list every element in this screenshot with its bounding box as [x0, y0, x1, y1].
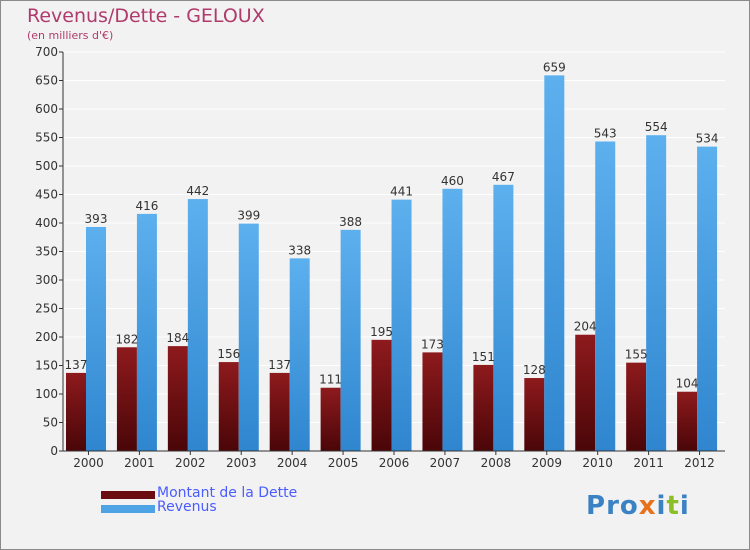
data-label-debt: 195	[370, 325, 393, 339]
data-label-debt: 182	[115, 332, 138, 346]
bar-debt	[218, 362, 239, 451]
data-label-revenue: 543	[594, 126, 617, 140]
x-tick-label: 2008	[481, 456, 512, 470]
y-tick-label: 150	[35, 359, 58, 373]
legend-swatch-debt	[101, 491, 155, 499]
y-tick-label: 600	[35, 102, 58, 116]
bar-revenue	[289, 258, 310, 451]
data-label-debt: 111	[319, 373, 342, 387]
legend-swatch-revenue	[101, 505, 155, 513]
bar-debt	[371, 339, 392, 451]
data-label-revenue: 388	[339, 215, 362, 229]
data-label-debt: 173	[421, 337, 444, 351]
logo-letter: i	[679, 491, 690, 521]
bar-revenue	[238, 223, 259, 451]
bar-debt	[116, 347, 137, 451]
data-label-revenue: 534	[696, 132, 719, 146]
x-tick-label: 2001	[124, 456, 155, 470]
data-label-debt: 204	[574, 320, 597, 334]
data-label-revenue: 554	[645, 120, 668, 134]
y-tick-label: 300	[35, 273, 58, 287]
chart-title: Revenus/Dette - GELOUX	[27, 5, 265, 27]
bar-revenue	[595, 141, 616, 452]
bar-debt	[677, 391, 698, 451]
y-tick-label: 400	[35, 216, 58, 230]
data-label-debt: 137	[268, 358, 291, 372]
bar-debt	[473, 364, 494, 451]
bar-revenue	[442, 188, 463, 452]
data-label-revenue: 338	[288, 243, 311, 257]
bar-debt	[66, 372, 86, 451]
proxiti-logo: Proxiti	[586, 491, 690, 521]
data-label-debt: 156	[217, 347, 240, 361]
y-tick-label: 0	[50, 444, 58, 458]
data-label-debt: 151	[472, 350, 495, 364]
bar-debt	[422, 352, 443, 451]
bar-debt	[167, 346, 188, 451]
bar-debt	[626, 362, 647, 451]
bar-revenue	[391, 199, 412, 451]
logo-letter: t	[666, 491, 680, 521]
x-tick-label: 2003	[226, 456, 257, 470]
legend-label-debt: Montant de la Dette	[157, 485, 298, 501]
bar-revenue	[340, 229, 361, 451]
y-tick-label: 100	[35, 387, 58, 401]
data-label-revenue: 442	[186, 184, 209, 198]
x-tick-label: 2011	[633, 456, 664, 470]
x-tick-label: 2006	[379, 456, 410, 470]
data-label-revenue: 399	[237, 209, 260, 223]
bar-revenue	[136, 213, 157, 451]
bar-revenue	[544, 75, 565, 452]
x-tick-label: 2000	[73, 456, 104, 470]
x-tick-label: 2012	[684, 456, 715, 470]
x-tick-label: 2009	[531, 456, 562, 470]
data-label-revenue: 441	[390, 185, 413, 199]
data-label-revenue: 467	[492, 170, 515, 184]
data-label-debt: 137	[65, 358, 88, 372]
data-label-revenue: 659	[543, 60, 566, 74]
data-label-revenue: 460	[441, 174, 464, 188]
data-label-revenue: 416	[135, 199, 158, 213]
x-tick-label: 2007	[430, 456, 461, 470]
bar-debt	[269, 372, 290, 451]
y-tick-label: 650	[35, 74, 58, 88]
legend-label-revenue: Revenus	[157, 499, 217, 515]
y-tick-label: 50	[43, 416, 58, 430]
x-tick-label: 2004	[277, 456, 308, 470]
x-tick-label: 2002	[175, 456, 206, 470]
data-label-revenue: 393	[85, 212, 108, 226]
data-label-debt: 128	[523, 363, 546, 377]
logo-letter: o	[619, 491, 639, 521]
bar-revenue	[646, 135, 667, 451]
bar-revenue	[493, 184, 514, 451]
y-tick-label: 550	[35, 131, 58, 145]
logo-letter: r	[606, 491, 620, 521]
x-tick-label: 2010	[582, 456, 613, 470]
bar-revenue	[697, 146, 718, 451]
y-tick-label: 500	[35, 159, 58, 173]
y-tick-label: 450	[35, 188, 58, 202]
data-label-debt: 155	[625, 348, 648, 362]
bar-debt	[575, 334, 596, 451]
bar-revenue	[187, 199, 208, 451]
bar-debt	[524, 378, 545, 451]
chart-subtitle: (en milliers d'€)	[27, 29, 114, 42]
y-tick-label: 350	[35, 245, 58, 259]
logo-letter: i	[656, 491, 667, 521]
y-tick-label: 200	[35, 330, 58, 344]
data-label-debt: 184	[166, 331, 189, 345]
y-tick-label: 250	[35, 302, 58, 316]
y-tick-label: 700	[35, 45, 58, 59]
data-label-debt: 104	[676, 377, 699, 391]
logo-letter: P	[586, 491, 607, 521]
bar-revenue	[86, 226, 106, 451]
logo-letter: x	[638, 491, 657, 521]
x-tick-label: 2005	[328, 456, 359, 470]
bar-debt	[320, 387, 341, 451]
